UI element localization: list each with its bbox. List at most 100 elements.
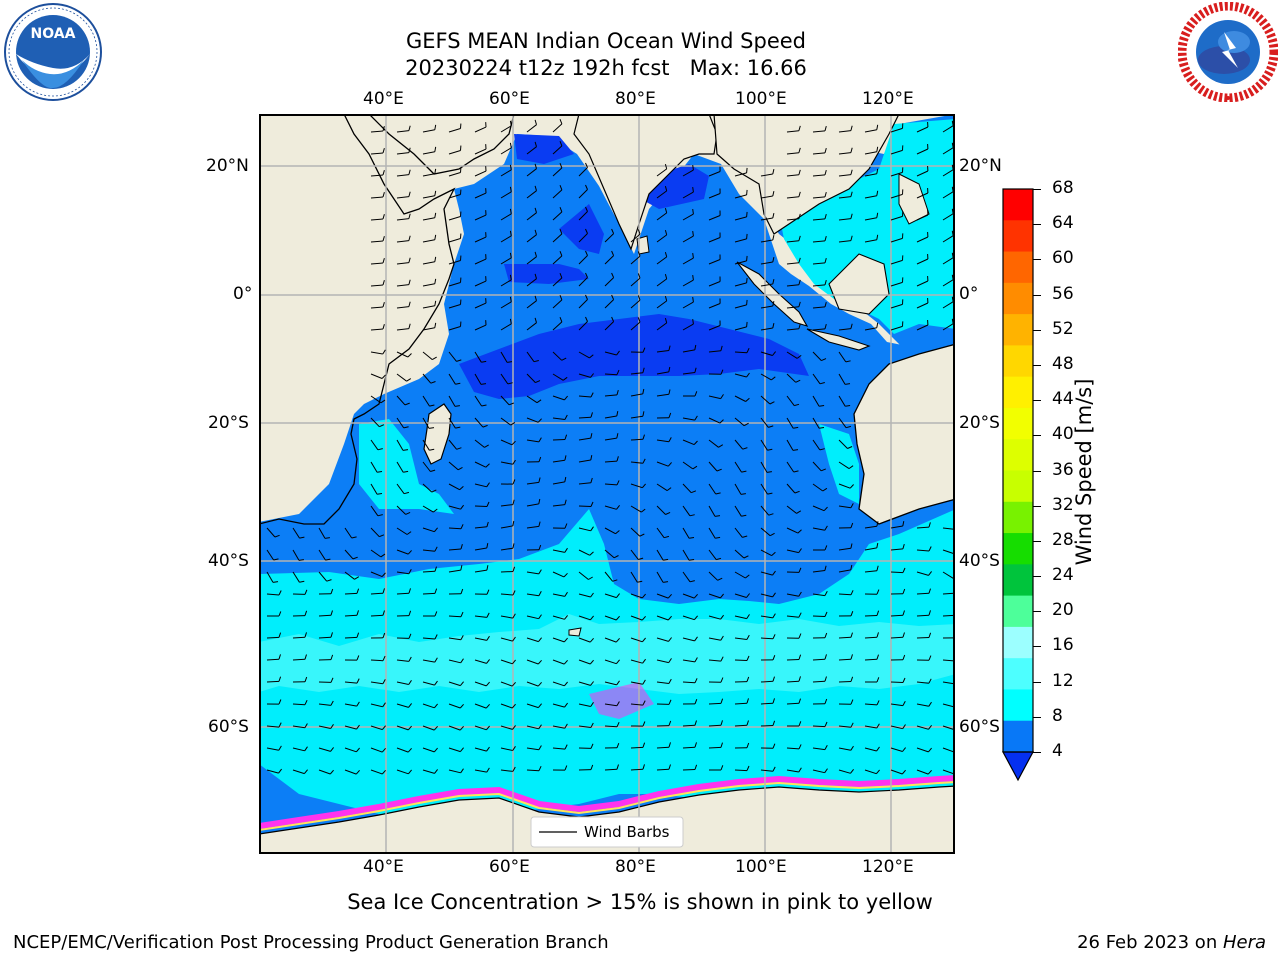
wind-barb-flag <box>407 725 412 731</box>
wind-barb <box>318 769 331 775</box>
wind-barb-flag <box>798 633 802 639</box>
wind-barb-flag <box>382 610 385 616</box>
wind-barb <box>526 747 539 751</box>
wind-barb <box>786 284 799 287</box>
wind-barb-flag <box>460 658 464 664</box>
wind-barb <box>630 438 644 441</box>
wind-barb-flag <box>382 192 385 198</box>
wind-barb <box>942 681 954 685</box>
wind-barb <box>630 255 641 265</box>
wind-barb <box>526 439 539 443</box>
wind-barb-flag <box>824 745 828 750</box>
wind-barb-flag <box>460 768 464 774</box>
wind-barb-flag <box>850 125 853 131</box>
wind-barb <box>500 125 512 133</box>
wind-barb <box>708 505 716 517</box>
wind-barb <box>292 725 305 729</box>
wind-barb-flag <box>746 167 748 173</box>
wind-barb <box>812 262 826 265</box>
wind-barb <box>500 257 512 265</box>
wind-barb <box>448 527 462 530</box>
wind-barb <box>864 239 877 243</box>
wind-barb <box>448 373 456 385</box>
lon-label-top-60e: 60°E <box>489 89 530 109</box>
wind-barb <box>760 680 774 683</box>
wind-barb <box>656 234 667 243</box>
wind-barb-flag <box>512 725 516 730</box>
wind-barb <box>838 196 851 199</box>
wind-barb-flag <box>642 483 646 489</box>
wind-barb-flag <box>434 566 437 572</box>
wind-barb-flag <box>564 414 568 420</box>
wind-barb <box>786 702 800 705</box>
lat-label-right-0: 0° <box>959 284 979 304</box>
wind-barb <box>552 321 563 331</box>
wind-barb-flag <box>612 579 618 582</box>
wind-barb <box>500 395 510 406</box>
wind-barb <box>578 482 591 485</box>
wind-barb-flag <box>590 702 594 707</box>
wind-barb-flag <box>824 323 827 330</box>
wind-barb-flag <box>798 323 801 329</box>
wind-barb-flag <box>278 654 281 660</box>
wind-barb-flag <box>611 250 615 256</box>
wind-barb <box>422 439 430 451</box>
wind-barb <box>604 768 618 771</box>
wind-barb <box>370 417 380 428</box>
wind-barb-flag <box>430 469 436 472</box>
wind-barb <box>604 725 618 728</box>
wind-barb-flag <box>590 681 594 686</box>
wind-barb <box>474 747 487 752</box>
footer-date: 26 Feb 2023 on Hera <box>1077 932 1266 953</box>
wind-barb-flag <box>639 533 645 537</box>
wind-barb-flag <box>741 514 747 517</box>
wind-barb-flag <box>408 125 411 131</box>
wind-barb <box>500 191 512 199</box>
wind-barb-flag <box>460 565 463 571</box>
wind-barb <box>890 149 903 155</box>
wind-barb <box>266 725 280 728</box>
wind-barb <box>552 373 564 381</box>
wind-barb-flag <box>434 124 437 130</box>
wind-barb-flag <box>715 536 721 539</box>
wind-barb-flag <box>746 277 748 283</box>
wind-barb-flag <box>616 743 620 748</box>
colorbar-tick-label: 12 <box>1052 670 1074 691</box>
wind-barb-flag <box>850 503 854 509</box>
wind-barb <box>370 306 384 309</box>
wind-barb-flag <box>615 637 620 643</box>
wind-barb <box>266 549 275 561</box>
colorbar-tick-label: 28 <box>1052 529 1074 550</box>
wind-barb <box>422 570 436 573</box>
wind-barb <box>604 299 614 309</box>
wind-barb-flag <box>794 403 800 407</box>
wind-barb-flag <box>795 379 801 383</box>
wind-barb <box>708 350 721 353</box>
wind-barb <box>370 571 383 578</box>
wind-barb-flag <box>664 163 668 170</box>
wind-barb-flag <box>538 521 541 527</box>
wind-barb <box>682 659 695 663</box>
wind-barb <box>734 326 747 331</box>
wind-barb <box>500 417 511 426</box>
footer-date-text: 26 Feb 2023 on <box>1077 932 1223 953</box>
wind-barb-flag <box>408 235 411 241</box>
wind-barb-flag <box>563 637 568 643</box>
wind-barb <box>734 769 748 772</box>
wind-barb-flag <box>798 257 801 263</box>
wind-barb <box>370 614 384 617</box>
wind-barb <box>630 483 643 489</box>
wind-barb <box>370 174 384 177</box>
wind-barb <box>448 238 461 243</box>
wind-barb-flag <box>616 721 620 728</box>
wind-barb <box>396 152 409 155</box>
wind-barb-flag <box>377 471 383 473</box>
wind-barb-flag <box>746 593 750 598</box>
wind-barb-flag <box>564 744 568 750</box>
wind-barb <box>604 659 617 665</box>
wind-barb <box>604 460 618 463</box>
wind-barb-flag <box>876 565 879 571</box>
wind-barb <box>526 395 538 404</box>
wind-barb-flag <box>407 747 412 753</box>
wind-barb <box>474 126 487 133</box>
